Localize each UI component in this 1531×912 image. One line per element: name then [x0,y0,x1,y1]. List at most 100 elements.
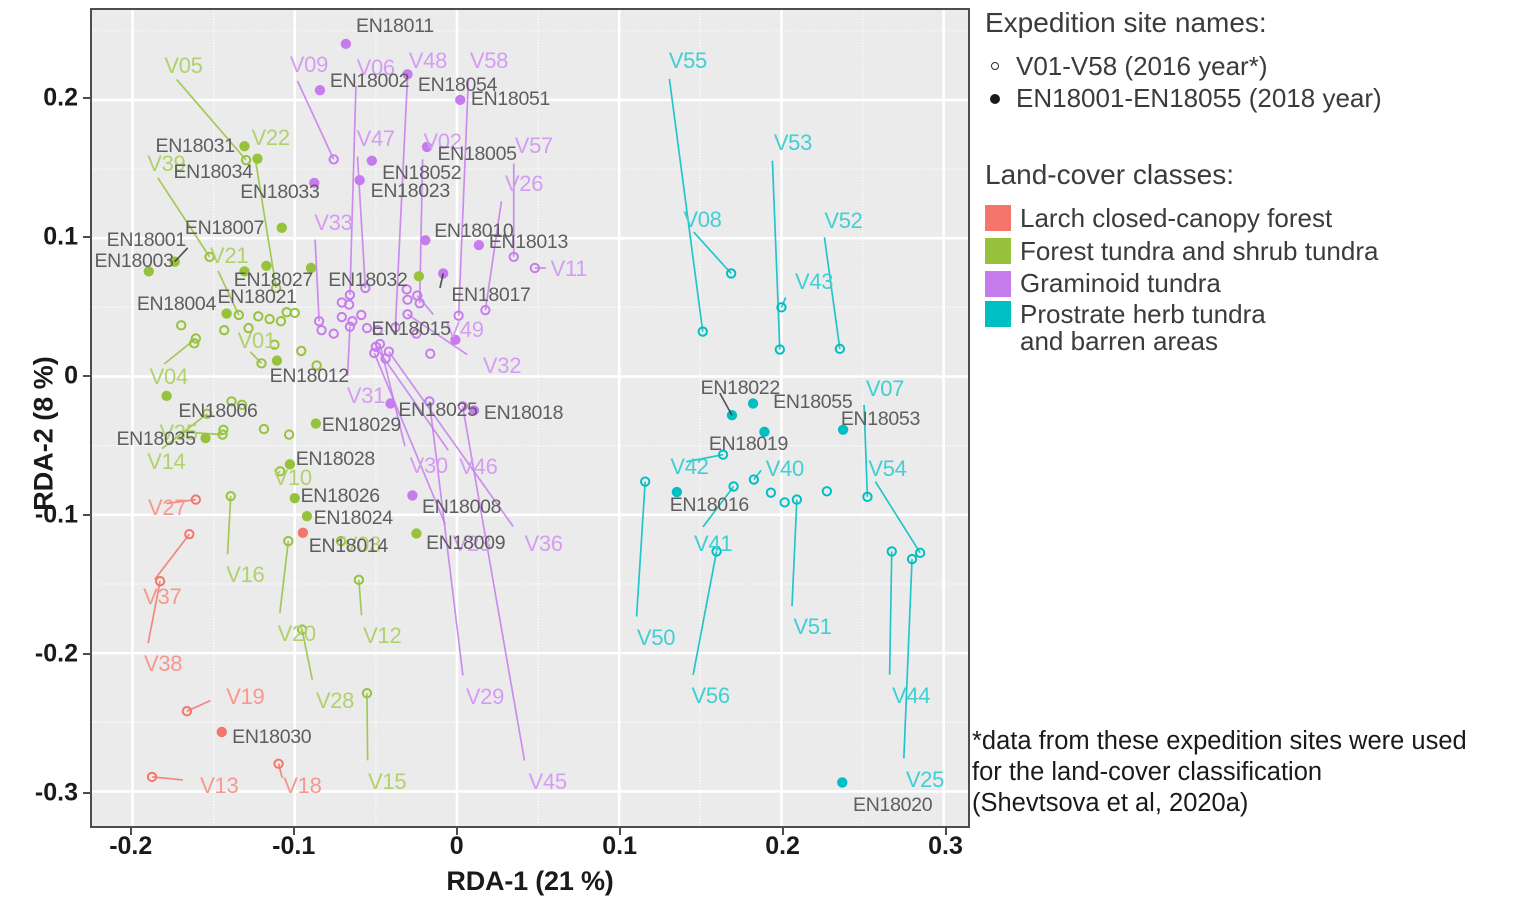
data-point-2018[interactable] [216,726,227,738]
data-point-2018[interactable] [420,235,431,246]
data-point-2016[interactable] [236,399,248,411]
data-point-2016[interactable] [176,320,187,331]
data-point-2016[interactable] [402,309,413,320]
data-point-2016[interactable] [264,313,275,325]
data-point-2016[interactable] [283,429,295,440]
data-point-2018[interactable] [305,262,317,274]
data-point-2016[interactable] [390,322,401,333]
data-point-2016[interactable] [834,343,846,355]
data-point-2018[interactable] [450,334,461,346]
data-point-2016[interactable] [453,310,464,321]
data-point-2018[interactable] [473,239,485,251]
data-point-2018[interactable] [239,141,250,152]
data-point-2016[interactable] [270,282,282,294]
data-point-2018[interactable] [284,459,296,470]
data-point-2016[interactable] [283,535,294,547]
data-point-2018[interactable] [411,528,422,539]
data-point-2016[interactable] [383,346,395,357]
data-point-2016[interactable] [370,341,382,352]
data-point-2016[interactable] [360,282,371,294]
data-point-2016[interactable] [154,576,166,587]
data-point-2018[interactable] [747,398,759,409]
data-point-2016[interactable] [204,251,215,263]
data-point-2018[interactable] [340,38,352,50]
data-point-2016[interactable] [748,474,760,485]
data-point-2016[interactable] [202,408,213,420]
data-point-2016[interactable] [412,290,423,301]
data-point-2016[interactable] [697,326,708,337]
data-point-2016[interactable] [791,494,803,505]
data-point-2016[interactable] [269,339,280,350]
data-point-2018[interactable] [837,424,849,435]
data-point-2016[interactable] [369,347,380,359]
data-point-2016[interactable] [711,546,722,557]
data-point-2016[interactable] [218,424,229,435]
data-point-2018[interactable] [297,527,309,538]
data-point-2016[interactable] [296,624,308,635]
data-point-2016[interactable] [401,284,412,295]
data-point-2018[interactable] [455,94,466,106]
data-point-2018[interactable] [366,155,378,166]
data-point-2016[interactable] [217,429,228,440]
data-point-2018[interactable] [200,432,211,444]
data-point-2016[interactable] [347,316,358,327]
data-point-2016[interactable] [289,307,300,319]
data-point-2018[interactable] [221,308,232,319]
data-point-2016[interactable] [508,251,519,263]
data-point-2016[interactable] [316,325,327,336]
data-point-2016[interactable] [328,154,339,165]
data-point-2018[interactable] [402,69,413,80]
data-point-2016[interactable] [328,328,339,339]
data-point-2016[interactable] [886,546,897,557]
data-point-2016[interactable] [273,758,284,769]
data-point-2016[interactable] [457,401,468,412]
data-point-2016[interactable] [356,309,367,321]
data-point-2018[interactable] [837,777,848,788]
data-point-2016[interactable] [335,535,347,547]
data-point-2016[interactable] [411,328,422,339]
data-point-2018[interactable] [413,271,425,282]
data-point-2018[interactable] [309,177,320,189]
data-point-2018[interactable] [143,266,154,277]
data-point-2018[interactable] [438,268,449,279]
data-point-2018[interactable] [468,405,480,416]
data-point-2016[interactable] [225,490,236,502]
data-point-2018[interactable] [261,260,272,272]
data-point-2016[interactable] [281,307,292,318]
data-point-2016[interactable] [243,322,254,334]
data-point-2016[interactable] [402,294,413,305]
data-point-2016[interactable] [776,302,787,313]
data-point-2018[interactable] [271,355,283,366]
data-point-2018[interactable] [276,222,287,234]
data-point-2016[interactable] [275,316,287,327]
data-point-2016[interactable] [640,476,651,487]
data-point-2016[interactable] [253,311,264,322]
data-point-2016[interactable] [226,396,237,407]
data-point-2016[interactable] [275,466,286,477]
data-point-2016[interactable] [336,311,347,323]
data-point-2016[interactable] [914,547,926,559]
data-point-2016[interactable] [529,262,541,274]
data-point-2016[interactable] [240,154,252,166]
data-point-2018[interactable] [385,398,396,409]
data-point-2016[interactable] [233,309,244,321]
data-point-2016[interactable] [425,348,436,359]
data-point-2016[interactable] [372,325,383,336]
data-point-2016[interactable] [353,574,365,585]
data-point-2018[interactable] [252,153,263,164]
data-point-2016[interactable] [728,481,739,492]
data-point-2016[interactable] [256,358,267,369]
data-point-2016[interactable] [779,497,790,508]
data-point-2016[interactable] [774,344,785,355]
data-point-2016[interactable] [717,449,729,460]
data-point-2016[interactable] [821,486,833,497]
data-point-2016[interactable] [184,529,195,540]
data-point-2018[interactable] [671,486,682,498]
data-point-2018[interactable] [289,493,300,504]
data-point-2016[interactable] [311,360,322,371]
data-point-2016[interactable] [906,553,918,565]
data-point-2018[interactable] [407,490,418,501]
data-point-2016[interactable] [480,304,491,316]
data-point-2018[interactable] [314,85,326,96]
data-point-2016[interactable] [258,423,270,435]
